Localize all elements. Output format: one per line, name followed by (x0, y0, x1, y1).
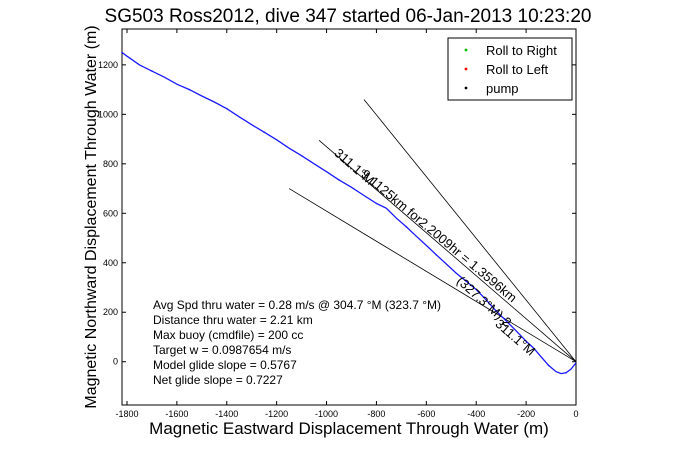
legend-marker (464, 86, 468, 90)
legend-label: Roll to Left (486, 62, 549, 77)
y-tick-label: 600 (103, 208, 118, 218)
track-line (121, 51, 577, 375)
dive-track-series (121, 51, 577, 375)
legend-box (447, 37, 573, 101)
track-point (300, 154, 303, 157)
stat-line: Distance thru water = 2.21 km (153, 313, 313, 327)
glide-slope-guides (288, 99, 577, 363)
chart-title: SG503 Ross2012, dive 347 started 06-Jan-… (105, 6, 592, 27)
track-point (188, 88, 191, 91)
stat-line: Target w = 0.0987654 m/s (153, 343, 291, 357)
x-tick-label: -600 (417, 409, 435, 419)
x-tick-label: -1000 (315, 409, 338, 419)
y-axis-ticks: 0 200 400 600 800 1000 1200 (98, 60, 576, 367)
track-point (495, 310, 497, 312)
x-tick-label: -1400 (215, 409, 238, 419)
x-tick-label: -1600 (165, 409, 188, 419)
stat-line: Max buoy (cmdfile) = 200 cc (153, 328, 303, 342)
track-point (121, 51, 123, 54)
x-tick-label: -1800 (115, 409, 138, 419)
y-axis-label: Magnetic Northward Displacement Through … (83, 25, 100, 408)
x-axis-label: Magnetic Eastward Displacement Through W… (149, 419, 549, 438)
stat-line: Avg Spd thru water = 0.28 m/s @ 304.7 °M… (153, 298, 441, 312)
dive-statistics: Avg Spd thru water = 0.28 m/s @ 304.7 °M… (153, 298, 441, 387)
stat-line: Model glide slope = 0.5767 (153, 358, 297, 372)
track-point (547, 364, 550, 367)
guide-line (363, 99, 577, 362)
track-point (263, 131, 265, 133)
stat-line: Net glide slope = 0.7227 (153, 373, 283, 387)
y-tick-label: 1000 (98, 109, 118, 119)
legend-label: Roll to Right (486, 43, 557, 58)
track-point (151, 70, 153, 72)
x-tick-label: -1200 (265, 409, 288, 419)
y-tick-label: 800 (103, 159, 118, 169)
guide-line (318, 140, 577, 363)
x-tick-label: 0 (573, 409, 578, 419)
track-point (565, 372, 567, 374)
legend: Roll to Right Roll to Left pump (447, 37, 573, 101)
x-axis-ticks: -1800 -1600 -1400 -1200 -1000 -800 -600 -400 -20… (115, 29, 579, 419)
track-point (405, 226, 408, 228)
legend-marker (464, 48, 468, 52)
track-point (525, 340, 527, 342)
x-tick-label: -200 (517, 409, 535, 419)
track-point (338, 179, 340, 181)
y-tick-label: 400 (103, 258, 118, 268)
y-tick-label: 200 (103, 307, 118, 317)
guide-line (288, 188, 577, 363)
track-point (225, 107, 228, 110)
y-tick-label: 0 (113, 357, 118, 367)
track-point (375, 202, 378, 205)
track-point (465, 280, 468, 283)
y-tick-label: 1200 (98, 60, 118, 70)
legend-label: pump (486, 81, 519, 96)
x-tick-label: -400 (467, 409, 485, 419)
legend-marker (464, 67, 468, 71)
x-tick-label: -800 (367, 409, 385, 419)
track-point (435, 254, 438, 256)
